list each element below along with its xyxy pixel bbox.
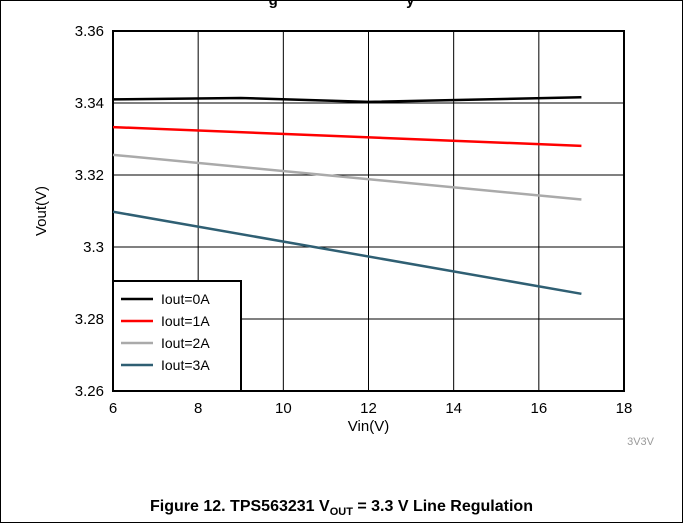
- caption-text: Figure 12. TPS563231 V: [150, 498, 330, 515]
- x-tick-label: 18: [616, 400, 633, 417]
- x-tick-label: 10: [275, 400, 292, 417]
- legend-label: Iout=2A: [161, 335, 210, 351]
- legend-label: Iout=0A: [161, 291, 210, 307]
- y-tick-label: 3.34: [75, 95, 104, 112]
- x-axis-label: Vin(V): [348, 418, 389, 435]
- caption-text-end: = 3.3 V Line Regulation: [352, 498, 533, 515]
- x-tick-label: 8: [194, 400, 202, 417]
- x-ticks: 6 8 10 12 14 16 18: [109, 400, 633, 417]
- series-line-iout-0a: [112, 95, 582, 104]
- legend: Iout=0A Iout=1A Iout=2A Iout=3A: [112, 280, 242, 392]
- y-tick-label: 3.26: [75, 383, 104, 400]
- caption-subscript: OUT: [329, 506, 353, 519]
- cropped-header: g y: [0, 0, 683, 9]
- legend-label: Iout=1A: [161, 313, 210, 329]
- y-tick-label: 3.3: [83, 239, 104, 256]
- x-tick-label: 16: [530, 400, 547, 417]
- series-line-iout-2a: [112, 153, 582, 201]
- figure-caption: Figure 12. TPS563231 VOUT = 3.3 V Line R…: [0, 498, 683, 518]
- y-axis-label: Vout(V): [33, 186, 50, 236]
- figure-code-annotation: 3V3V: [627, 436, 655, 448]
- x-tick-label: 12: [360, 400, 377, 417]
- header-right-fragment: y: [406, 0, 415, 9]
- legend-label: Iout=3A: [161, 357, 210, 373]
- series-line-iout-1a: [112, 125, 582, 148]
- x-tick-label: 6: [109, 400, 117, 417]
- header-left-fragment: g: [268, 0, 278, 9]
- series-line-iout-3a: [112, 210, 582, 296]
- plot-border: [112, 30, 625, 392]
- y-ticks: 3.26 3.28 3.3 3.32 3.34 3.36: [75, 23, 104, 400]
- x-tick-label: 14: [445, 400, 462, 417]
- y-tick-label: 3.36: [75, 23, 104, 40]
- y-tick-label: 3.32: [75, 167, 104, 184]
- series-lines: [112, 95, 582, 296]
- y-tick-label: 3.28: [75, 311, 104, 328]
